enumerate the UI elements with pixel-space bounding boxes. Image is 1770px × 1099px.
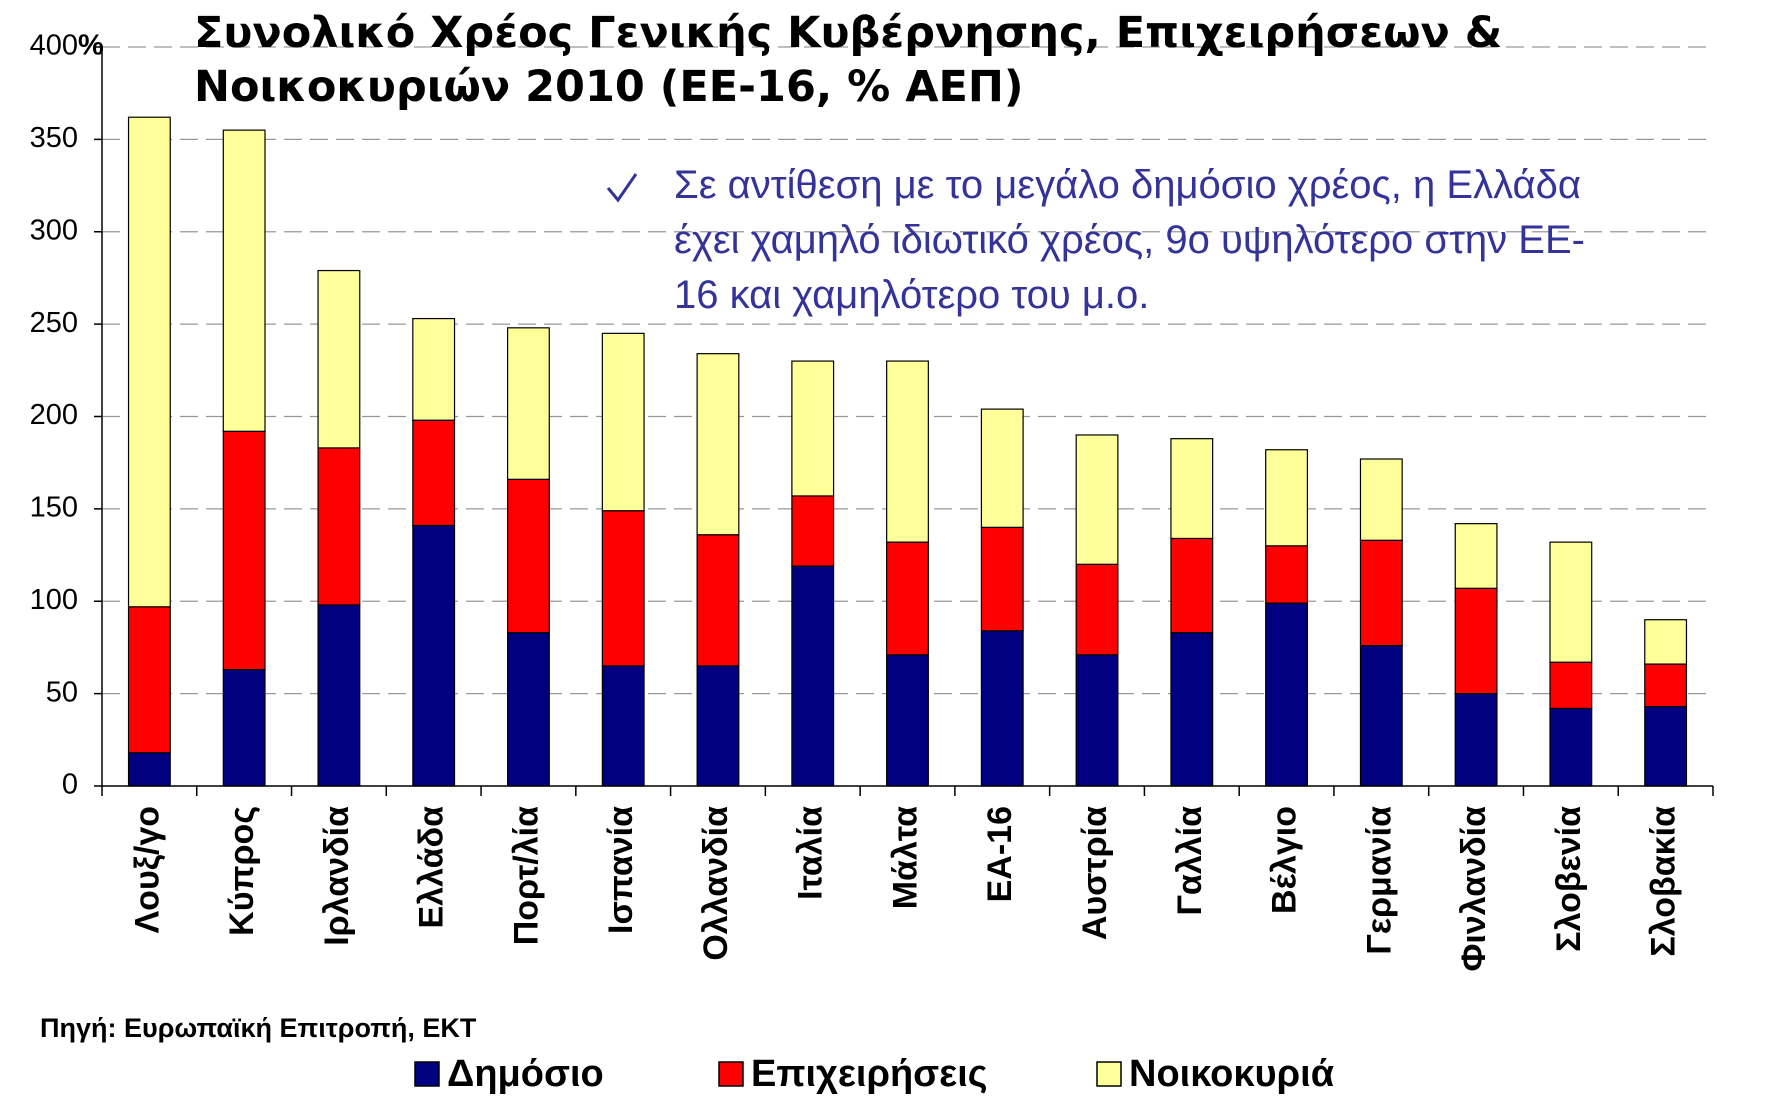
legend-swatch — [1096, 1061, 1122, 1087]
bar-segment — [127, 752, 171, 787]
bar-segment — [1170, 537, 1214, 634]
bar-segment — [317, 269, 361, 449]
bar-segment — [1644, 619, 1688, 665]
x-tick-label: Βέλγιο — [1266, 806, 1304, 914]
x-tick-label: Σλοβακία — [1645, 806, 1683, 957]
bar-segment — [1644, 663, 1688, 708]
bar-segment — [1075, 563, 1119, 656]
bar-segment — [1644, 705, 1688, 787]
y-tick-label: 150 — [30, 492, 78, 524]
source: Πηγή: Ευρωπαϊκή Επιτροπή, ΕΚΤ — [40, 1013, 477, 1043]
bar-segment — [980, 630, 1024, 787]
legend-label: Δημόσιο — [447, 1053, 604, 1095]
bar-segment — [1454, 523, 1498, 589]
bar-segment — [506, 632, 550, 787]
legend-swatch — [414, 1061, 440, 1087]
legend-label: Επιχειρήσεις — [751, 1053, 988, 1095]
x-tick-label: Λουξ/γο — [128, 806, 166, 934]
bar-segment — [791, 495, 835, 567]
x-tick-label: Κύπρος — [223, 806, 261, 936]
x-tick-label: Ιταλία — [792, 806, 830, 900]
bar-segment — [127, 606, 171, 754]
bar-segment — [791, 565, 835, 787]
y-tick-label: 350 — [30, 122, 78, 154]
bar-segment — [1170, 438, 1214, 540]
x-tick-label: Φινλανδία — [1455, 806, 1493, 972]
bar-segment — [601, 332, 645, 512]
bar-segment — [317, 447, 361, 606]
bar-segment — [1549, 661, 1593, 710]
bar-segment — [1359, 539, 1403, 647]
x-tick-label: Ισπανία — [602, 806, 640, 934]
y-tick-label: 0 — [62, 769, 78, 801]
bar-segment — [1170, 632, 1214, 787]
bar-segment — [412, 419, 456, 527]
bar-segment — [412, 317, 456, 421]
bar-segment — [696, 353, 740, 536]
y-unit: % — [78, 30, 104, 62]
y-tick-label: 250 — [30, 307, 78, 339]
legend-swatch — [718, 1061, 744, 1087]
bar-segment — [980, 526, 1024, 632]
bar-segment — [696, 665, 740, 787]
bar-segment — [222, 129, 266, 432]
y-tick-label: 50 — [46, 676, 78, 708]
bar-segment — [886, 541, 929, 656]
bar-segment — [1454, 587, 1498, 695]
x-tick-label: Σλοβενία — [1550, 806, 1588, 952]
annotation: Σε αντίθεση με το μεγάλο δημόσιο χρέος, … — [674, 163, 1585, 317]
bar-segment — [601, 665, 645, 787]
bar-segment — [1549, 707, 1593, 787]
bar-segment — [1265, 545, 1309, 604]
legend-label: Νοικοκυριά — [1129, 1053, 1334, 1095]
bar-segment — [1075, 654, 1119, 787]
bar-segment — [980, 408, 1024, 528]
x-tick-label: Ιρλανδία — [318, 806, 356, 946]
x-tick-label: Μάλτα — [886, 806, 924, 909]
x-tick-label: Ελλάδα — [413, 806, 451, 929]
y-tick-label: 300 — [30, 214, 78, 246]
x-tick-label: Γαλλία — [1171, 806, 1209, 916]
bar-segment — [317, 604, 361, 787]
x-tick-label: Πορτ/λία — [507, 806, 545, 945]
x-tick-label: Γερμανία — [1360, 806, 1398, 955]
bar-segment — [1359, 644, 1403, 787]
bar-segment — [601, 510, 645, 667]
bar-segment — [1075, 434, 1119, 565]
bar-segment — [506, 478, 550, 634]
bar-segment — [1265, 602, 1309, 787]
check-mark — [606, 173, 638, 203]
bar-segment — [1359, 458, 1403, 541]
bar-segment — [886, 654, 929, 787]
bar-segment — [1454, 693, 1498, 787]
y-tick-label: 200 — [30, 399, 78, 431]
x-tick-label: ΕΑ-16 — [981, 806, 1019, 902]
y-tick-label: 400 — [30, 30, 78, 62]
bar-segment — [696, 534, 740, 667]
bar-segment — [412, 524, 456, 787]
bar-segment — [127, 116, 171, 608]
bar-segment — [791, 360, 835, 497]
bar-segment — [222, 669, 266, 787]
x-tick-label: Αυστρία — [1076, 806, 1114, 940]
bar-segment — [886, 360, 929, 543]
bar-segment — [506, 327, 550, 480]
bar-segment — [1265, 449, 1309, 547]
x-tick-label: Ολλανδία — [697, 806, 735, 961]
bar-segment — [222, 430, 266, 671]
y-tick-label: 100 — [30, 584, 78, 616]
chart-title: Συνολικό Χρέος Γενικής Κυβέρνησης, Επιχε… — [194, 8, 1503, 112]
bar-segment — [1549, 541, 1593, 663]
